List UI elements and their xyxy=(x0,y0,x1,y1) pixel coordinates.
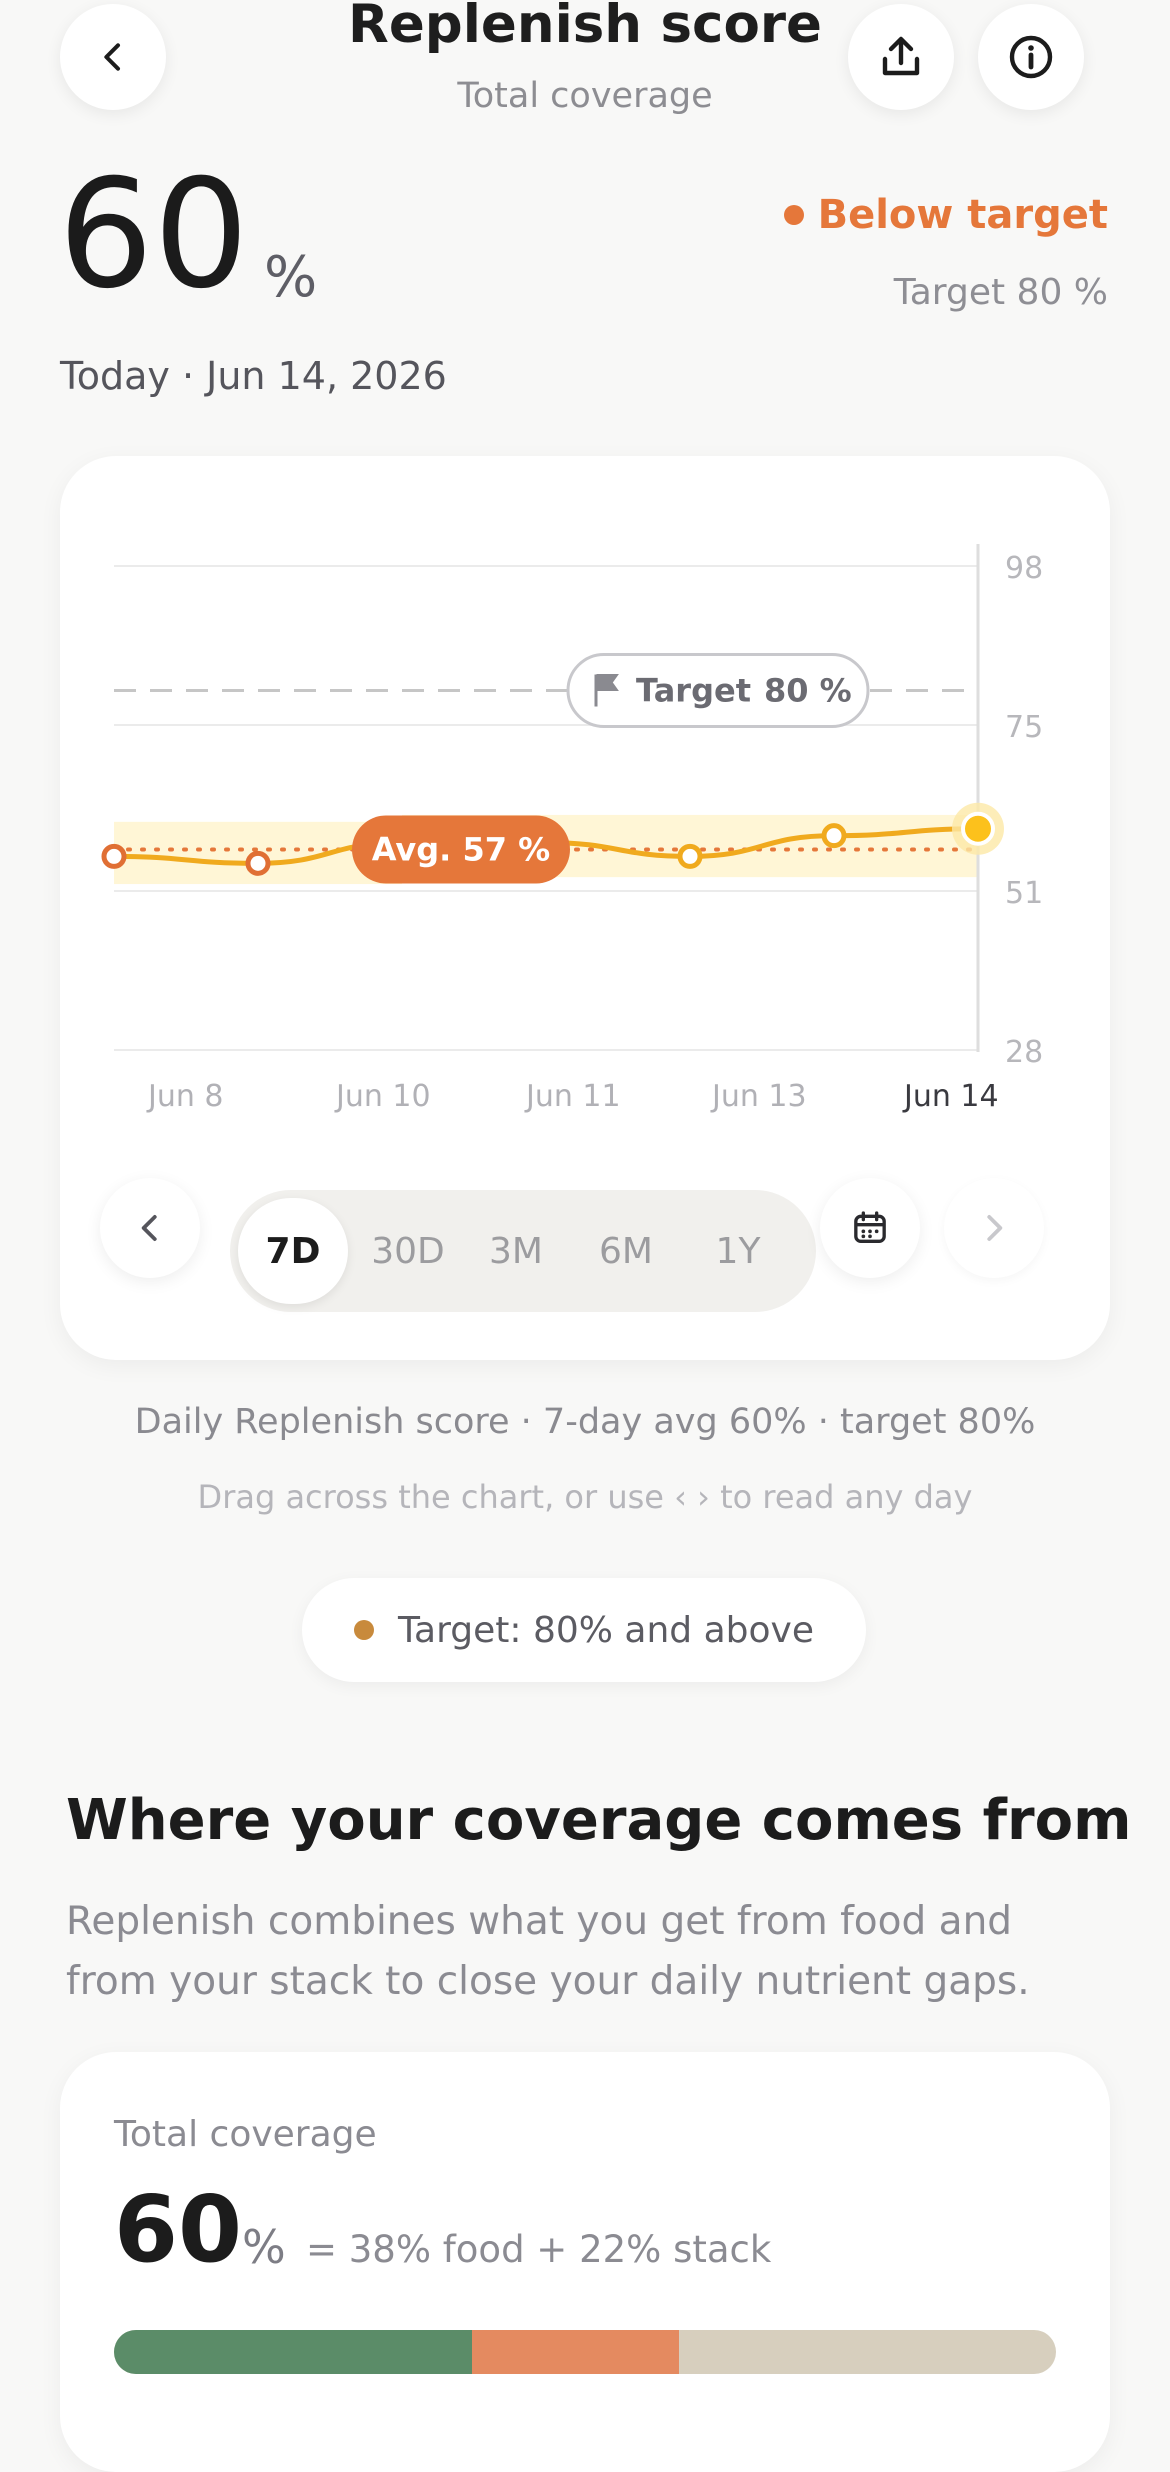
y-tick-label: 75 xyxy=(1005,710,1043,745)
status-dot xyxy=(783,205,804,225)
info-icon xyxy=(1009,35,1053,79)
chart-caption: Daily Replenish score · 7-day avg 60% · … xyxy=(134,1402,1036,1442)
x-tick-label: Jun 11 xyxy=(524,1079,621,1114)
x-tick-label: Jun 14 xyxy=(902,1079,999,1114)
status-badge: Below target xyxy=(783,192,1108,238)
page-subtitle: Total coverage xyxy=(457,76,713,116)
page-title: Replenish score xyxy=(348,0,822,55)
y-tick-label: 51 xyxy=(1005,876,1043,911)
legend-dot xyxy=(354,1620,375,1640)
range-1y[interactable]: 1Y xyxy=(715,1230,761,1272)
calendar-button[interactable] xyxy=(820,1178,920,1278)
data-point xyxy=(677,843,703,869)
selected-point xyxy=(961,811,995,846)
next-period-button[interactable] xyxy=(944,1178,1044,1278)
target-label: Target 80 % xyxy=(566,652,870,728)
range-7d[interactable]: 7D xyxy=(238,1198,348,1304)
coverage-label: Total coverage xyxy=(114,2114,377,2155)
line-chart[interactable]: 98 75 51 28 Target 80 % Avg. 57 % Jun 8 Jun 10 Ju… xyxy=(60,456,1110,1156)
coverage-bar-food xyxy=(114,2330,472,2374)
chart-hint: Drag across the chart, or use ‹ › to rea… xyxy=(197,1478,973,1516)
calendar-icon xyxy=(854,1211,886,1243)
coverage-formula: = 38% food + 22% stack xyxy=(306,2228,772,2271)
range-6m[interactable]: 6M xyxy=(599,1230,653,1272)
x-tick-label: Jun 8 xyxy=(146,1079,224,1114)
range-selector: 7D 30D 3M 6M 1Y xyxy=(230,1190,816,1312)
legend-label: Target: 80% and above xyxy=(398,1609,814,1651)
coverage-bar xyxy=(114,2330,1056,2374)
target-text: Target 80 % xyxy=(893,272,1108,313)
share-button[interactable] xyxy=(848,4,954,110)
coverage-value: 60 xyxy=(114,2176,243,2283)
date-text: Today · Jun 14, 2026 xyxy=(60,354,447,398)
back-button[interactable] xyxy=(60,4,166,110)
target-legend: Target: 80% and above xyxy=(302,1578,866,1682)
score-unit: % xyxy=(264,245,318,310)
average-label-text: Avg. 57 % xyxy=(372,830,550,868)
score-value: 60 xyxy=(58,148,249,322)
status-text: Below target xyxy=(817,192,1108,238)
coverage-unit: % xyxy=(242,2220,286,2274)
coverage-section-title: Where your coverage comes from xyxy=(66,1788,1132,1853)
x-tick-label: Jun 10 xyxy=(334,1079,431,1114)
x-tick-label: Jun 13 xyxy=(710,1079,807,1114)
flag-icon xyxy=(594,673,619,707)
coverage-bar-stack xyxy=(471,2330,680,2374)
info-button[interactable] xyxy=(978,4,1084,110)
average-label: Avg. 57 % xyxy=(352,815,570,884)
chevron-left-icon xyxy=(141,1215,157,1241)
target-label-pill xyxy=(566,652,870,728)
range-30d[interactable]: 30D xyxy=(371,1230,445,1272)
y-tick-label: 98 xyxy=(1005,551,1043,586)
data-point xyxy=(245,850,271,876)
prev-period-button[interactable] xyxy=(100,1178,200,1278)
y-tick-label: 28 xyxy=(1005,1035,1043,1070)
range-3m[interactable]: 3M xyxy=(489,1230,543,1272)
chart-card: 98 75 51 28 Target 80 % Avg. 57 % Jun 8 Jun 10 Ju… xyxy=(60,456,1110,1360)
target-label-text: Target xyxy=(636,671,751,709)
chevron-left-icon xyxy=(104,43,120,71)
share-icon xyxy=(882,36,920,76)
data-point xyxy=(101,843,127,869)
coverage-section-description: Replenish combines what you get from foo… xyxy=(66,1899,1030,2004)
data-point xyxy=(821,823,847,849)
average-label-pill xyxy=(352,815,570,884)
chevron-right-icon xyxy=(987,1215,1003,1241)
target-label-value: 80 % xyxy=(764,671,852,709)
